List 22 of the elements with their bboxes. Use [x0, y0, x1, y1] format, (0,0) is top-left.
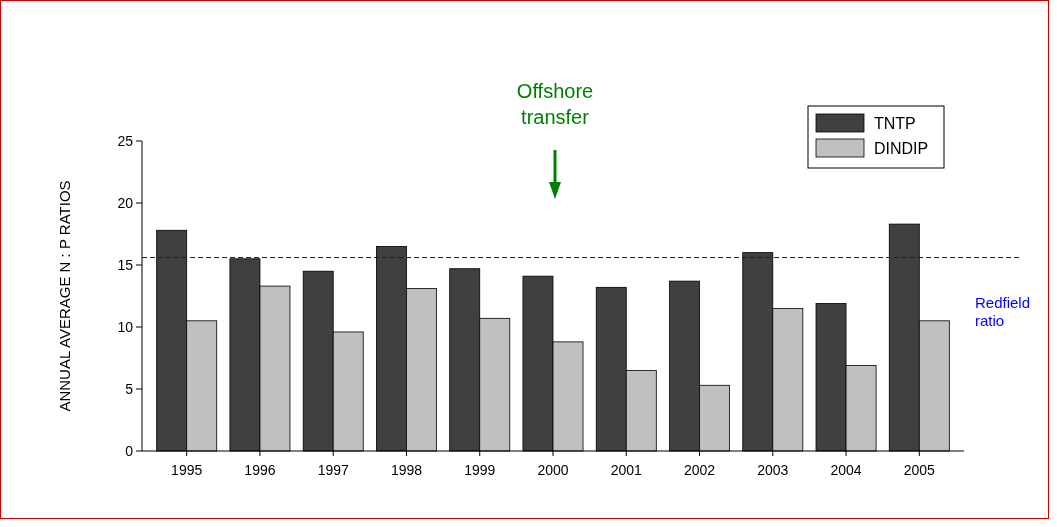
- x-tick-label: 2000: [537, 462, 569, 478]
- y-tick-label: 5: [125, 380, 134, 397]
- y-tick-label: 10: [117, 318, 134, 335]
- x-tick-label: 1999: [464, 462, 496, 478]
- x-tick-label: 2004: [830, 462, 862, 478]
- x-tick-label: 2001: [610, 462, 643, 478]
- y-axis-title: ANNUAL AVERAGE N : P RATIOS: [56, 180, 73, 412]
- legend-label: DINDIP: [874, 139, 929, 157]
- x-tick-label: 2003: [757, 462, 789, 478]
- x-tick-label: 2005: [903, 462, 936, 478]
- x-tick-label: 1997: [317, 462, 349, 478]
- x-tick-label: 2002: [683, 462, 716, 478]
- text: Offshore transfer: [516, 80, 594, 128]
- y-tick-label: 0: [125, 442, 134, 459]
- ref-line-label: Redfield ratio: [975, 293, 1031, 329]
- y-tick-label: 15: [117, 256, 134, 273]
- y-tick-label: 20: [117, 194, 134, 211]
- x-tick-label: 1995: [171, 462, 203, 478]
- x-tick-label: 1996: [244, 462, 276, 478]
- x-tick-label: 1998: [390, 462, 423, 478]
- legend-label: TNTP: [874, 114, 916, 132]
- y-tick-label: 25: [117, 132, 134, 149]
